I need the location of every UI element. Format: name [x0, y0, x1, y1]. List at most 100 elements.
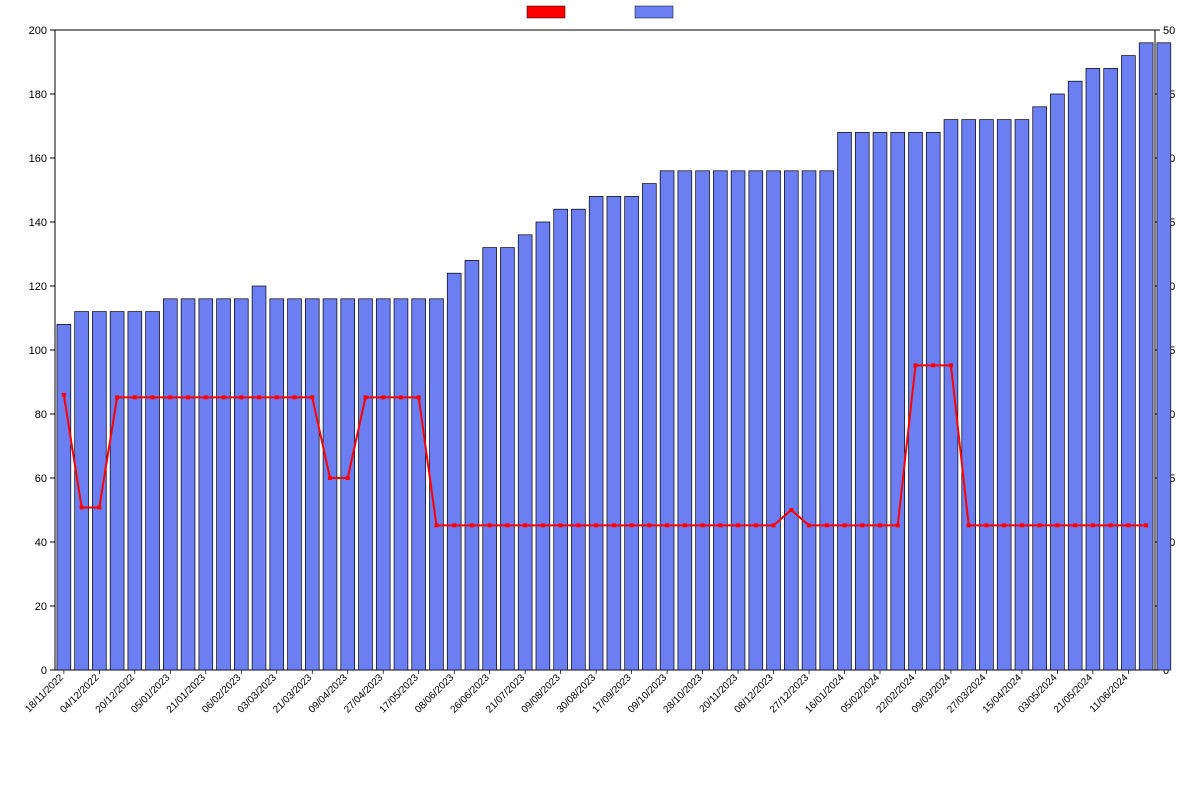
bar — [288, 299, 302, 670]
bar — [146, 312, 160, 670]
left-axis-tick-label: 120 — [29, 281, 47, 293]
bar — [536, 222, 550, 670]
bar — [1033, 107, 1047, 670]
line-marker — [1126, 523, 1130, 527]
bar — [217, 299, 231, 670]
bar — [980, 120, 994, 670]
line-marker — [1038, 523, 1042, 527]
bar — [589, 196, 603, 670]
line-marker — [984, 523, 988, 527]
line-marker — [1055, 523, 1059, 527]
bar — [802, 171, 816, 670]
line-marker — [222, 395, 226, 399]
bar — [447, 273, 461, 670]
line-marker — [825, 523, 829, 527]
line-marker — [239, 395, 243, 399]
line-marker — [505, 523, 509, 527]
legend-bar-swatch — [635, 6, 673, 18]
line-marker — [328, 476, 332, 480]
bar — [465, 260, 479, 670]
line-marker — [62, 393, 66, 397]
line-marker — [151, 395, 155, 399]
line-marker — [293, 395, 297, 399]
line-marker — [1002, 523, 1006, 527]
bar — [1086, 68, 1100, 670]
left-axis-tick-label: 180 — [29, 89, 47, 101]
bar — [1104, 68, 1118, 670]
line-marker — [860, 523, 864, 527]
dual-axis-bar-line-chart: 0204060801001201401601802000510152025303… — [0, 0, 1200, 800]
bar — [820, 171, 834, 670]
bar — [518, 235, 532, 670]
line-marker — [541, 523, 545, 527]
line-marker — [133, 395, 137, 399]
left-axis-tick-label: 140 — [29, 217, 47, 229]
line-marker — [1091, 523, 1095, 527]
left-axis-tick-label: 80 — [35, 409, 47, 421]
line-marker — [594, 523, 598, 527]
bar — [483, 248, 497, 670]
left-axis-tick-label: 60 — [35, 473, 47, 485]
line-marker — [523, 523, 527, 527]
line-marker — [381, 395, 385, 399]
line-marker — [275, 395, 279, 399]
bar — [305, 299, 319, 670]
bar — [75, 312, 89, 670]
bar — [962, 120, 976, 670]
left-axis-tick-label: 20 — [35, 601, 47, 613]
bar — [181, 299, 195, 670]
left-axis-tick-label: 40 — [35, 537, 47, 549]
bar — [660, 171, 674, 670]
bar — [838, 132, 852, 670]
bar — [394, 299, 408, 670]
bar — [767, 171, 781, 670]
left-axis-tick-label: 0 — [41, 665, 47, 677]
line-marker — [878, 523, 882, 527]
bar — [997, 120, 1011, 670]
line-marker — [789, 508, 793, 512]
line-marker — [949, 363, 953, 367]
line-marker — [434, 523, 438, 527]
left-axis-tick-label: 160 — [29, 153, 47, 165]
line-marker — [399, 395, 403, 399]
bar — [128, 312, 142, 670]
bar — [199, 299, 213, 670]
line-marker — [807, 523, 811, 527]
bar — [1068, 81, 1082, 670]
bar — [376, 299, 390, 670]
line-marker — [559, 523, 563, 527]
line-marker — [186, 395, 190, 399]
bar — [1157, 43, 1171, 670]
line-marker — [1144, 523, 1148, 527]
bar — [944, 120, 958, 670]
bar — [270, 299, 284, 670]
line-marker — [80, 505, 84, 509]
bar — [749, 171, 763, 670]
bar — [696, 171, 710, 670]
line-marker — [701, 523, 705, 527]
line-marker — [257, 395, 261, 399]
line-marker — [967, 523, 971, 527]
bar — [625, 196, 639, 670]
bar — [607, 196, 621, 670]
bar — [341, 299, 355, 670]
line-marker — [168, 395, 172, 399]
line-marker — [97, 505, 101, 509]
bar — [501, 248, 515, 670]
line-marker — [931, 363, 935, 367]
bar — [1139, 43, 1153, 670]
bar — [412, 299, 426, 670]
bar — [1121, 56, 1135, 670]
line-marker — [115, 395, 119, 399]
bar — [678, 171, 692, 670]
line-marker — [576, 523, 580, 527]
line-marker — [363, 395, 367, 399]
line-marker — [1109, 523, 1113, 527]
bar — [323, 299, 337, 670]
bar — [873, 132, 887, 670]
line-marker — [736, 523, 740, 527]
bar — [92, 312, 106, 670]
line-marker — [843, 523, 847, 527]
bar — [731, 171, 745, 670]
line-marker — [772, 523, 776, 527]
